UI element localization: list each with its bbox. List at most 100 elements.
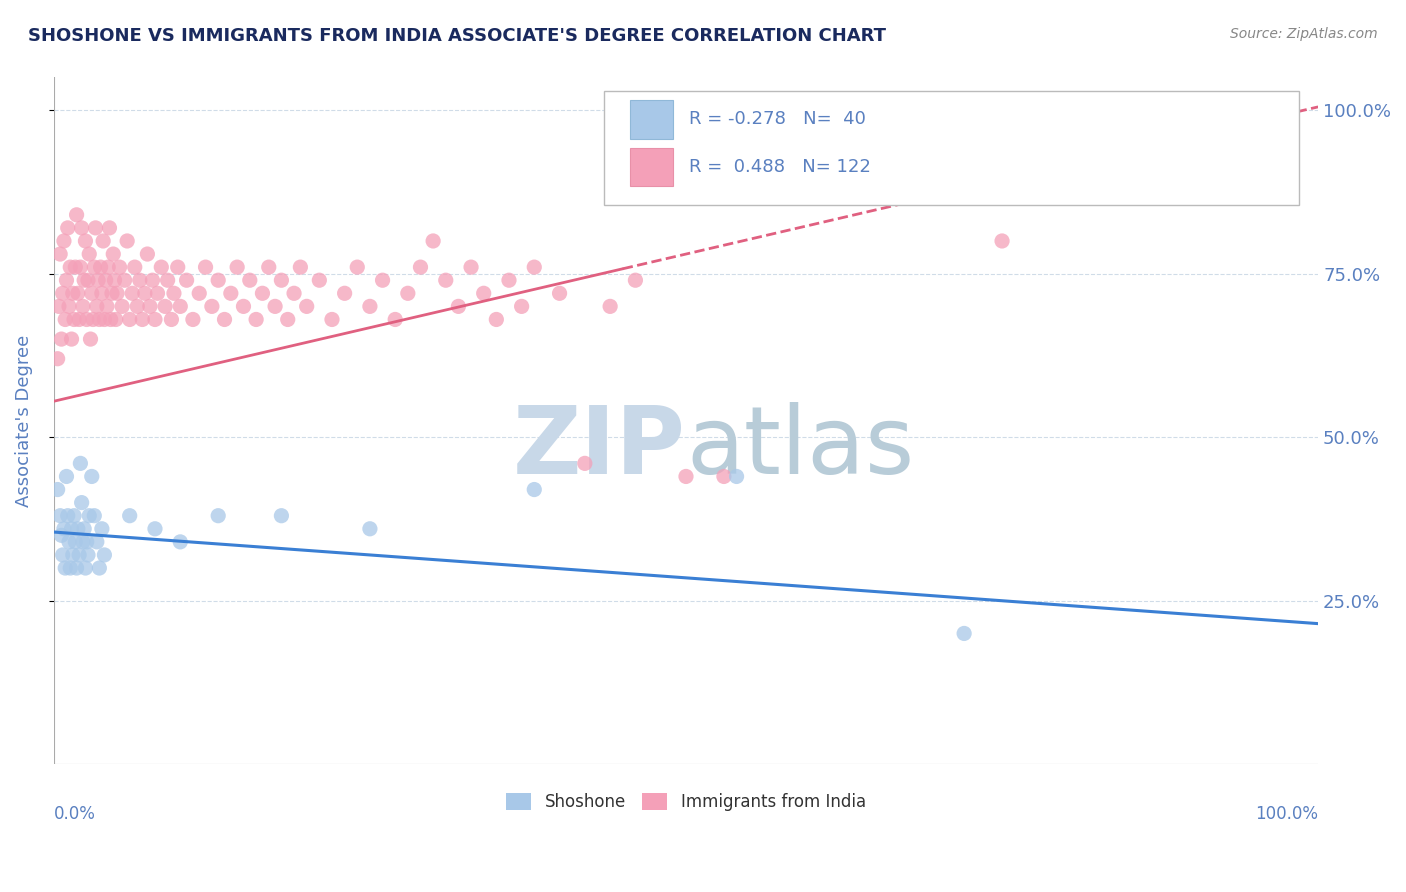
Point [111,299,134,313]
Point [72,299,94,313]
Point [89,561,111,575]
Point [65,534,87,549]
Point [114,273,136,287]
Point [675,469,697,483]
Point [143,522,166,536]
Point [84,220,107,235]
Point [86,534,108,549]
Point [56,508,79,523]
Point [523,483,546,497]
Point [89,312,111,326]
Point [308,273,330,287]
Point [108,260,131,274]
Point [93,548,115,562]
Point [118,508,141,523]
Point [104,312,127,326]
Point [153,299,176,313]
Point [90,286,112,301]
Point [257,260,280,274]
Point [624,273,647,287]
Point [100,312,122,326]
Point [62,286,84,301]
Point [460,260,482,274]
Point [359,299,381,313]
Point [396,286,419,301]
Point [510,299,533,313]
Point [548,286,571,301]
Point [252,286,274,301]
Point [65,260,87,274]
Legend: Shoshone, Immigrants from India: Shoshone, Immigrants from India [499,786,873,818]
Point [69,260,91,274]
Point [321,312,343,326]
Point [127,299,149,313]
Point [953,626,976,640]
Point [134,286,156,301]
Text: Source: ZipAtlas.com: Source: ZipAtlas.com [1230,27,1378,41]
Point [346,260,368,274]
Point [245,312,267,326]
Point [264,299,287,313]
Point [226,260,249,274]
Point [93,312,115,326]
Point [121,286,143,301]
Point [599,299,621,313]
Point [270,273,292,287]
Point [53,561,76,575]
Point [58,534,80,549]
Point [73,522,96,536]
Point [72,534,94,549]
Point [371,273,394,287]
Point [55,469,77,483]
Point [55,273,77,287]
Point [422,234,444,248]
Point [101,286,124,301]
Point [333,286,356,301]
Point [219,286,242,301]
Point [69,456,91,470]
Point [498,273,520,287]
Point [447,299,470,313]
Point [66,286,89,301]
Point [725,469,748,483]
Point [207,273,229,287]
Point [295,299,318,313]
Point [141,273,163,287]
Point [51,528,73,542]
Point [66,522,89,536]
Point [52,234,75,248]
Text: atlas: atlas [686,402,914,494]
Point [232,299,254,313]
Point [118,312,141,326]
Point [62,548,84,562]
Point [103,273,125,287]
Point [290,260,312,274]
Point [49,508,72,523]
Point [86,299,108,313]
Point [146,286,169,301]
Point [67,548,90,562]
Text: SHOSHONE VS IMMIGRANTS FROM INDIA ASSOCIATE'S DEGREE CORRELATION CHART: SHOSHONE VS IMMIGRANTS FROM INDIA ASSOCI… [28,27,886,45]
Point [270,508,292,523]
Point [77,273,100,287]
Point [77,247,100,261]
Point [52,522,75,536]
Point [75,234,97,248]
FancyBboxPatch shape [603,91,1299,204]
Point [77,548,100,562]
Point [79,332,101,346]
Point [181,312,204,326]
Point [103,247,125,261]
Point [156,273,179,287]
Point [409,260,432,274]
Point [94,273,117,287]
Point [384,312,406,326]
Point [713,469,735,483]
Y-axis label: Associate's Degree: Associate's Degree [15,334,32,507]
Point [214,312,236,326]
Point [67,312,90,326]
Point [73,273,96,287]
Point [115,234,138,248]
Point [434,273,457,287]
Point [70,495,93,509]
